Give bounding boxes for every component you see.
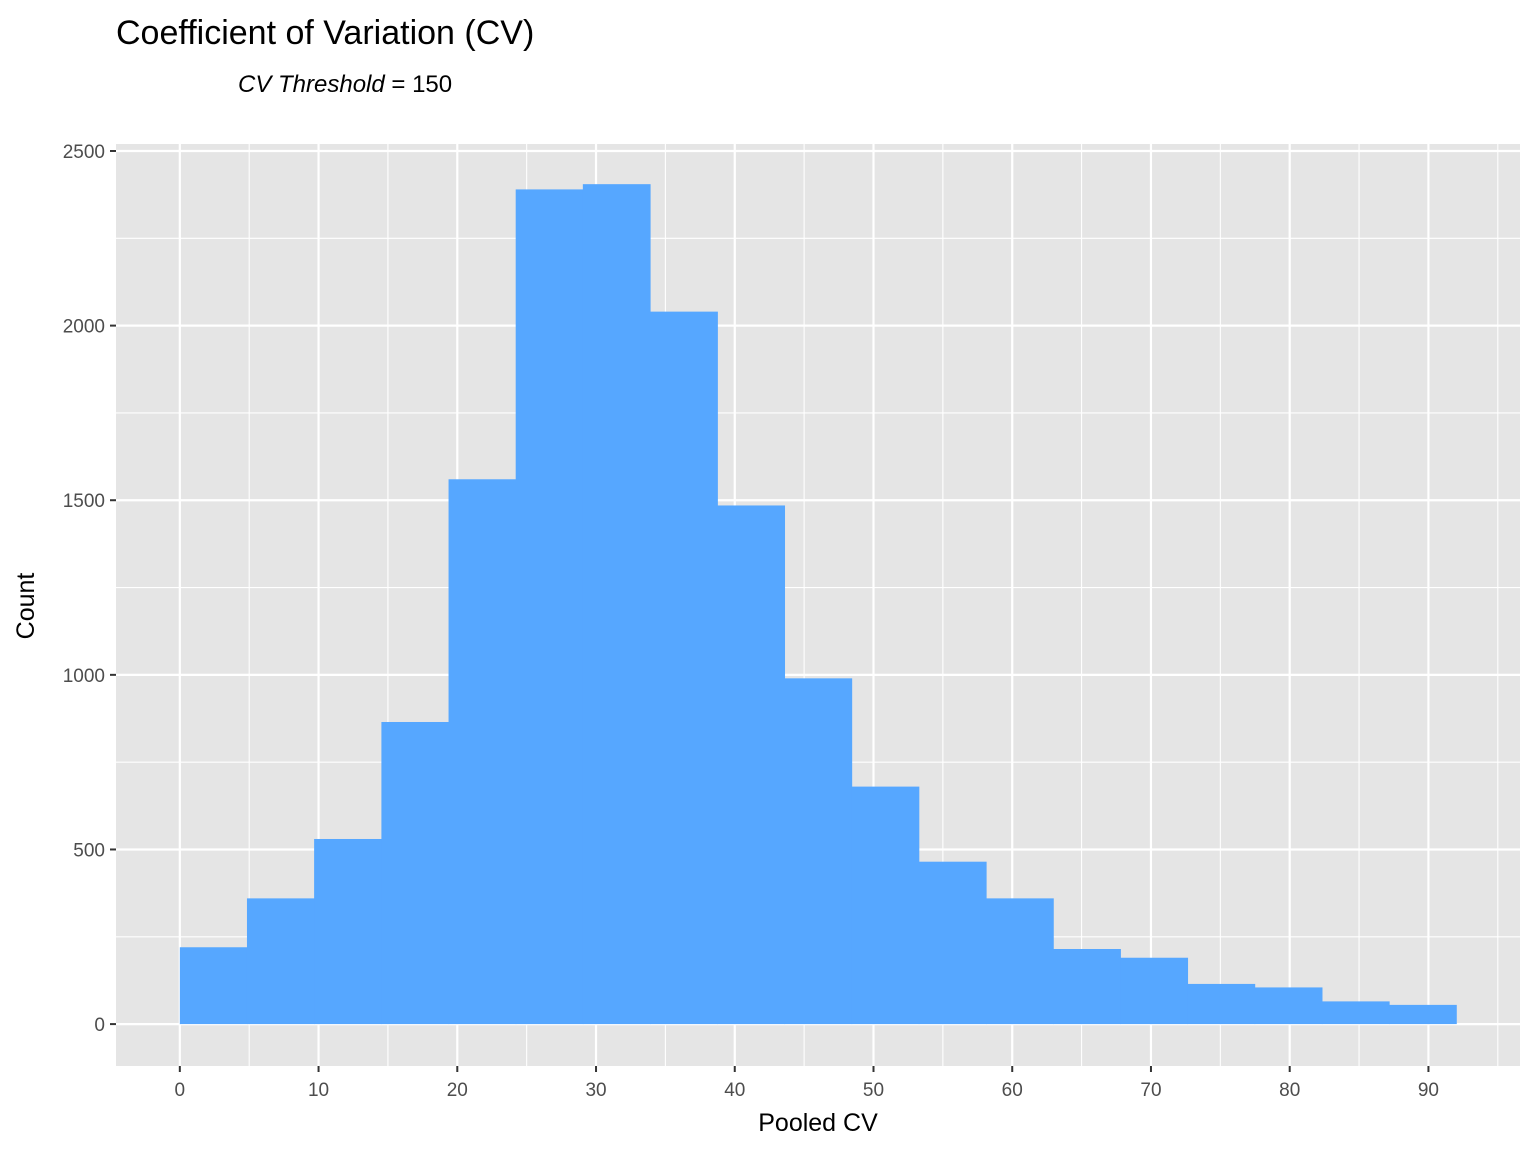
subtitle-italic: CV Threshold [238,71,385,98]
y-axis-title: Count [12,573,40,640]
histogram-bar [918,861,987,1025]
histogram-bar [448,479,517,1025]
chart-title: Coefficient of Variation (CV) [116,14,534,52]
histogram-bar [1187,983,1256,1025]
x-axis-title: Pooled CV [758,1109,878,1137]
histogram-bar [314,838,383,1025]
histogram-bar [1389,1004,1457,1025]
subtitle-rest: = 150 [385,71,452,98]
histogram-bar [851,786,920,1025]
histogram-bar [1053,949,1121,1025]
chart-subtitle: CV Threshold = 150 [238,71,452,98]
y-axis: 0 500 1000 1500 2000 2500 [63,142,116,1036]
histogram-bars [179,184,1457,1025]
histogram-bar [784,678,853,1025]
x-tick-label: 70 [1140,1080,1161,1101]
histogram-bar [717,505,786,1025]
y-tick-label: 1000 [63,666,105,687]
histogram-bar [986,898,1054,1025]
y-tick-label: 500 [73,840,105,861]
histogram-bar [1254,987,1323,1025]
x-tick-label: 0 [175,1080,186,1101]
x-tick-label: 60 [1002,1080,1023,1101]
histogram-bar [515,189,584,1025]
y-tick-label: 2500 [63,142,105,163]
y-tick-label: 2000 [63,317,105,338]
y-tick-label: 1500 [63,491,105,512]
x-tick-label: 80 [1279,1080,1300,1101]
x-tick-label: 30 [585,1080,606,1101]
x-tick-label: 90 [1418,1080,1439,1101]
x-tick-label: 50 [863,1080,884,1101]
y-tick-label: 0 [94,1015,105,1036]
histogram-bar [1120,957,1189,1025]
x-axis: 0 10 20 30 40 50 60 70 80 90 [175,1066,1439,1101]
histogram-bar [246,898,315,1025]
x-tick-label: 40 [724,1080,745,1101]
x-tick-label: 20 [447,1080,468,1101]
histogram-bar [179,947,248,1025]
histogram-bar [649,311,718,1025]
histogram-bar [582,184,651,1025]
histogram-bar [1321,1001,1390,1025]
x-tick-label: 10 [308,1080,329,1101]
histogram-bar [381,721,450,1025]
